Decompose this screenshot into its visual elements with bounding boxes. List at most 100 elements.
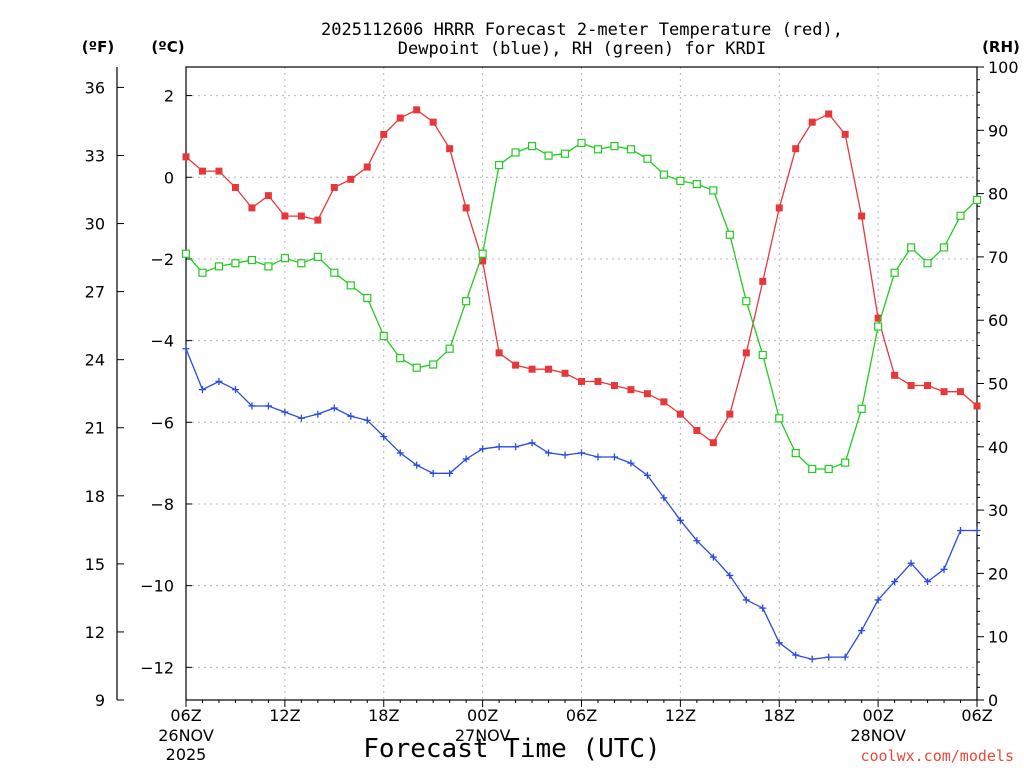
dewpoint-point [215, 377, 223, 385]
rh-point [956, 211, 965, 220]
temperature-point [610, 382, 618, 390]
dewpoint-point [462, 455, 470, 463]
temperature-point [726, 410, 734, 418]
rh-tick-label: 20 [988, 564, 1008, 583]
temperature-point [545, 365, 553, 373]
dewpoint-point [660, 494, 668, 502]
celsius-tick-label: 2 [164, 87, 174, 106]
rh-point [808, 464, 817, 474]
temperature-point [198, 167, 206, 175]
dewpoint-point [907, 559, 915, 567]
rh-point [346, 281, 355, 290]
dewpoint-point [973, 527, 981, 535]
dewpoint-point [264, 402, 272, 410]
fahrenheit-unit-label: (ºF) [82, 38, 114, 56]
rh-point [939, 243, 949, 252]
x-tick-label: 18Z [368, 706, 399, 725]
temperature-point [413, 106, 421, 114]
temperature-point [495, 349, 503, 357]
dewpoint-point [380, 433, 388, 441]
fahrenheit-tick-label: 21 [85, 419, 105, 438]
rh-point [511, 148, 520, 157]
dewpoint-point [874, 596, 882, 604]
rh-tick-label: 10 [988, 628, 1008, 647]
temperature-point [330, 183, 338, 191]
x-tick-label: 06Z [566, 706, 597, 725]
rh-point [874, 322, 883, 331]
temperature-point [874, 314, 882, 322]
rh-point [626, 145, 636, 154]
celsius-tick-label: −2 [150, 250, 174, 269]
temperature-point [396, 114, 404, 122]
date-label: 26NOV [158, 726, 214, 745]
dewpoint-point [759, 604, 767, 612]
fahrenheit-tick-label: 36 [85, 78, 105, 97]
temperature-point [297, 212, 305, 220]
rh-point [396, 354, 405, 363]
rh-point [972, 195, 982, 205]
credit-label: coolwx.com/models [860, 747, 1014, 765]
rh-point [379, 331, 388, 341]
dewpoint-point [610, 453, 618, 461]
dewpoint-point [643, 471, 651, 479]
temperature-point [231, 183, 239, 191]
dewpoint-point [578, 449, 585, 457]
axes: 363330272421181512920−2−4−6−8−10−1210090… [85, 58, 1019, 764]
celsius-tick-label: 0 [164, 168, 174, 187]
fahrenheit-tick-label: 30 [85, 215, 105, 234]
temperature-point [742, 349, 750, 357]
dewpoint-point [347, 412, 355, 420]
rh-tick-label: 30 [988, 501, 1008, 520]
celsius-tick-label: −4 [150, 332, 174, 351]
rh-point [181, 249, 191, 258]
rh-point [313, 252, 322, 261]
rh-point [593, 145, 603, 154]
temperature-point [578, 377, 585, 385]
dewpoint-point [231, 386, 239, 394]
rh-point [247, 255, 257, 265]
rh-point [758, 350, 767, 360]
temperature-point [561, 369, 569, 377]
temperature-point [347, 175, 355, 183]
rh-point [775, 414, 784, 423]
temperature-point [792, 145, 800, 153]
temperature-point [248, 204, 256, 212]
rh-point [527, 142, 537, 151]
fahrenheit-tick-label: 18 [85, 487, 105, 506]
x-tick-label: 00Z [467, 706, 498, 725]
dewpoint-point [479, 445, 487, 453]
temperature-point [462, 204, 470, 212]
fahrenheit-tick-label: 15 [85, 555, 105, 574]
dewpoint-point [330, 404, 338, 412]
celsius-tick-label: −8 [150, 495, 174, 514]
temperature-point [709, 439, 717, 447]
chart-title-line-2: Dewpoint (blue), RH (green) for KRDI [398, 39, 766, 59]
x-tick-label: 00Z [862, 706, 893, 725]
temperature-point [891, 371, 899, 379]
rh-point [890, 268, 899, 277]
temperature-point [528, 365, 536, 373]
dewpoint-point [297, 414, 305, 422]
rh-point [610, 142, 619, 151]
rh-line [185, 142, 978, 470]
rh-point [824, 464, 833, 474]
rh-tick-label: 80 [988, 185, 1008, 204]
temperature-point [973, 402, 981, 410]
temperature-point [479, 257, 487, 265]
rh-point [676, 176, 685, 186]
rh-tick-label: 90 [988, 121, 1008, 140]
rh-point [791, 449, 800, 458]
date-label: 27NOV [455, 726, 511, 745]
dewpoint-point [775, 639, 783, 647]
rh-point [330, 268, 339, 277]
celsius-tick-label: −6 [150, 413, 174, 432]
fahrenheit-tick-label: 9 [95, 691, 105, 710]
dewpoint-point [495, 443, 503, 451]
temperature-point [215, 167, 223, 175]
data-series [181, 106, 982, 663]
dewpoint-point [594, 453, 602, 461]
dewpoint-point [726, 571, 734, 579]
temperature-point [693, 426, 701, 434]
fahrenheit-tick-label: 24 [85, 351, 105, 370]
dewpoint-point [627, 459, 635, 467]
